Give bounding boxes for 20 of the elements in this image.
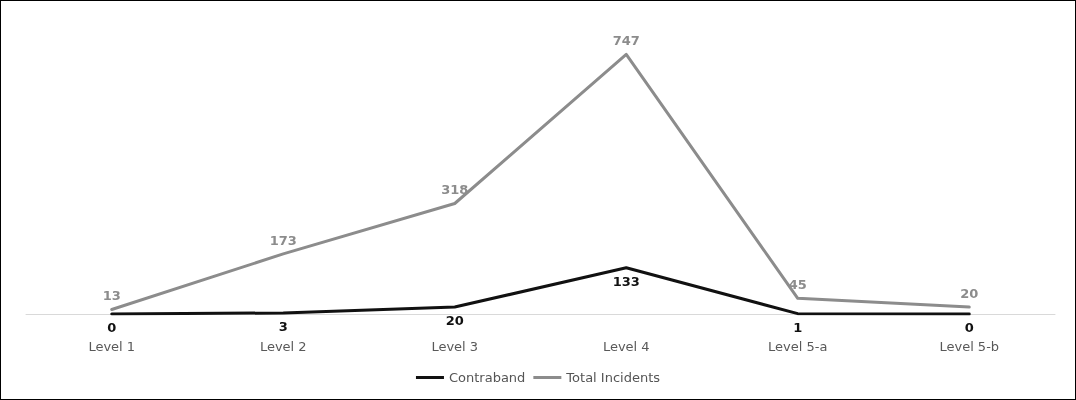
x-tick-label: Level 4: [602, 339, 650, 354]
data-label: 173: [269, 232, 297, 248]
data-label: 1: [793, 319, 803, 335]
data-label: 3: [278, 318, 288, 334]
x-tick-label: Level 2: [259, 339, 307, 354]
data-label: 13: [102, 288, 121, 304]
data-label: 747: [612, 33, 640, 49]
x-tick-label: Level 5-a: [768, 339, 828, 354]
data-label: 318: [441, 182, 469, 198]
legend-label: Total Incidents: [565, 370, 661, 385]
x-tick-label: Level 1: [88, 339, 136, 354]
data-label: 133: [612, 273, 640, 289]
data-label: 20: [960, 286, 979, 302]
data-label: 20: [445, 313, 464, 329]
x-tick-label: Level 5-b: [939, 339, 1000, 354]
data-label: 0: [964, 320, 974, 335]
data-label: 45: [788, 277, 807, 293]
x-tick-label: Level 3: [431, 339, 479, 354]
data-label: 0: [107, 320, 117, 335]
legend-label: Contraband: [448, 370, 526, 385]
